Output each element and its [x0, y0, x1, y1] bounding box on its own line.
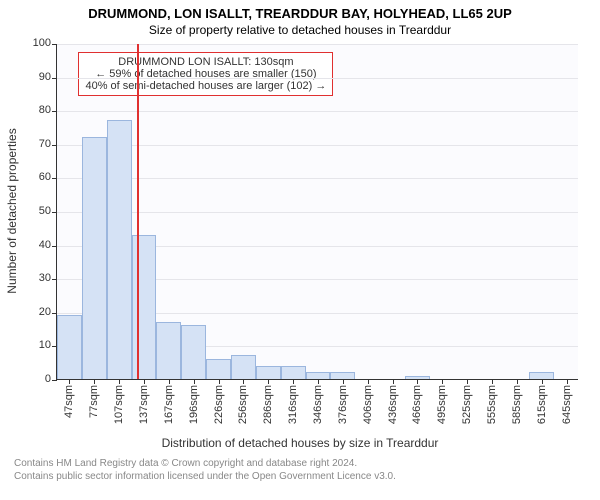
footer-attributions: Contains HM Land Registry data © Crown c… [0, 458, 600, 483]
xtick-label: 286sqm [262, 385, 274, 424]
xtick-mark [144, 379, 145, 384]
xtick-label: 256sqm [237, 385, 249, 424]
histogram-bar [281, 366, 306, 379]
footer-line-1: Contains HM Land Registry data © Crown c… [14, 458, 600, 471]
histogram-bar [206, 359, 231, 379]
xtick-label: 47sqm [63, 385, 75, 418]
ytick-mark [52, 145, 57, 146]
ytick-label: 30 [39, 272, 51, 284]
xtick-mark [467, 379, 468, 384]
ytick-label: 20 [39, 306, 51, 318]
xtick-mark [393, 379, 394, 384]
histogram-bar [82, 137, 107, 379]
y-axis-label: Number of detached properties [5, 111, 19, 311]
xtick-mark [442, 379, 443, 384]
xtick-label: 196sqm [188, 385, 200, 424]
xtick-mark [542, 379, 543, 384]
xtick-label: 645sqm [561, 385, 573, 424]
histogram-bar [181, 325, 206, 379]
histogram-bar [256, 366, 281, 379]
xtick-mark [219, 379, 220, 384]
xtick-label: 585sqm [511, 385, 523, 424]
ytick-label: 100 [33, 37, 51, 49]
xtick-label: 376sqm [337, 385, 349, 424]
xtick-label: 77sqm [88, 385, 100, 418]
ytick-label: 50 [39, 205, 51, 217]
histogram-bar [156, 322, 181, 379]
annotation-line-1: DRUMMOND LON ISALLT: 130sqm [85, 56, 326, 68]
ytick-mark [52, 380, 57, 381]
annotation-box: DRUMMOND LON ISALLT: 130sqm ← 59% of det… [78, 52, 333, 96]
xtick-mark [268, 379, 269, 384]
xtick-mark [567, 379, 568, 384]
chart-subtitle: Size of property relative to detached ho… [0, 23, 600, 37]
property-marker-line [137, 44, 139, 379]
ytick-mark [52, 111, 57, 112]
ytick-mark [52, 178, 57, 179]
xtick-mark [343, 379, 344, 384]
grid-line [57, 212, 578, 213]
xtick-label: 107sqm [113, 385, 125, 424]
xtick-label: 525sqm [461, 385, 473, 424]
grid-line [57, 44, 578, 45]
xtick-label: 167sqm [163, 385, 175, 424]
xtick-mark [119, 379, 120, 384]
xtick-mark [243, 379, 244, 384]
xtick-mark [492, 379, 493, 384]
ytick-mark [52, 279, 57, 280]
histogram-bar [306, 372, 331, 379]
xtick-label: 406sqm [362, 385, 374, 424]
xtick-label: 466sqm [411, 385, 423, 424]
xtick-mark [194, 379, 195, 384]
ytick-mark [52, 313, 57, 314]
xtick-label: 316sqm [287, 385, 299, 424]
ytick-mark [52, 78, 57, 79]
histogram-bar [57, 315, 82, 379]
xtick-mark [169, 379, 170, 384]
histogram-bar [107, 120, 132, 379]
ytick-label: 60 [39, 171, 51, 183]
xtick-mark [293, 379, 294, 384]
ytick-label: 70 [39, 138, 51, 150]
grid-line [57, 145, 578, 146]
xtick-label: 436sqm [387, 385, 399, 424]
xtick-label: 495sqm [436, 385, 448, 424]
xtick-mark [517, 379, 518, 384]
ytick-label: 0 [45, 373, 51, 385]
grid-line [57, 111, 578, 112]
ytick-mark [52, 44, 57, 45]
xtick-label: 137sqm [138, 385, 150, 424]
ytick-label: 40 [39, 239, 51, 251]
ytick-label: 90 [39, 71, 51, 83]
ytick-mark [52, 246, 57, 247]
xtick-label: 346sqm [312, 385, 324, 424]
xtick-mark [417, 379, 418, 384]
grid-line [57, 78, 578, 79]
xtick-mark [318, 379, 319, 384]
plot-area: DRUMMOND LON ISALLT: 130sqm ← 59% of det… [56, 44, 578, 380]
histogram-bar [132, 235, 157, 379]
histogram-bar [330, 372, 355, 379]
grid-line [57, 178, 578, 179]
chart-title: DRUMMOND, LON ISALLT, TREARDDUR BAY, HOL… [0, 0, 600, 21]
footer-line-2: Contains public sector information licen… [14, 471, 600, 484]
histogram-bar [529, 372, 554, 379]
ytick-label: 80 [39, 104, 51, 116]
x-axis-label: Distribution of detached houses by size … [0, 436, 600, 450]
xtick-mark [368, 379, 369, 384]
ytick-mark [52, 212, 57, 213]
annotation-line-3: 40% of semi-detached houses are larger (… [85, 80, 326, 92]
xtick-label: 615sqm [536, 385, 548, 424]
ytick-label: 10 [39, 339, 51, 351]
xtick-mark [69, 379, 70, 384]
histogram-chart: DRUMMOND, LON ISALLT, TREARDDUR BAY, HOL… [0, 0, 600, 500]
xtick-label: 226sqm [213, 385, 225, 424]
histogram-bar [231, 355, 256, 379]
xtick-mark [94, 379, 95, 384]
xtick-label: 555sqm [486, 385, 498, 424]
